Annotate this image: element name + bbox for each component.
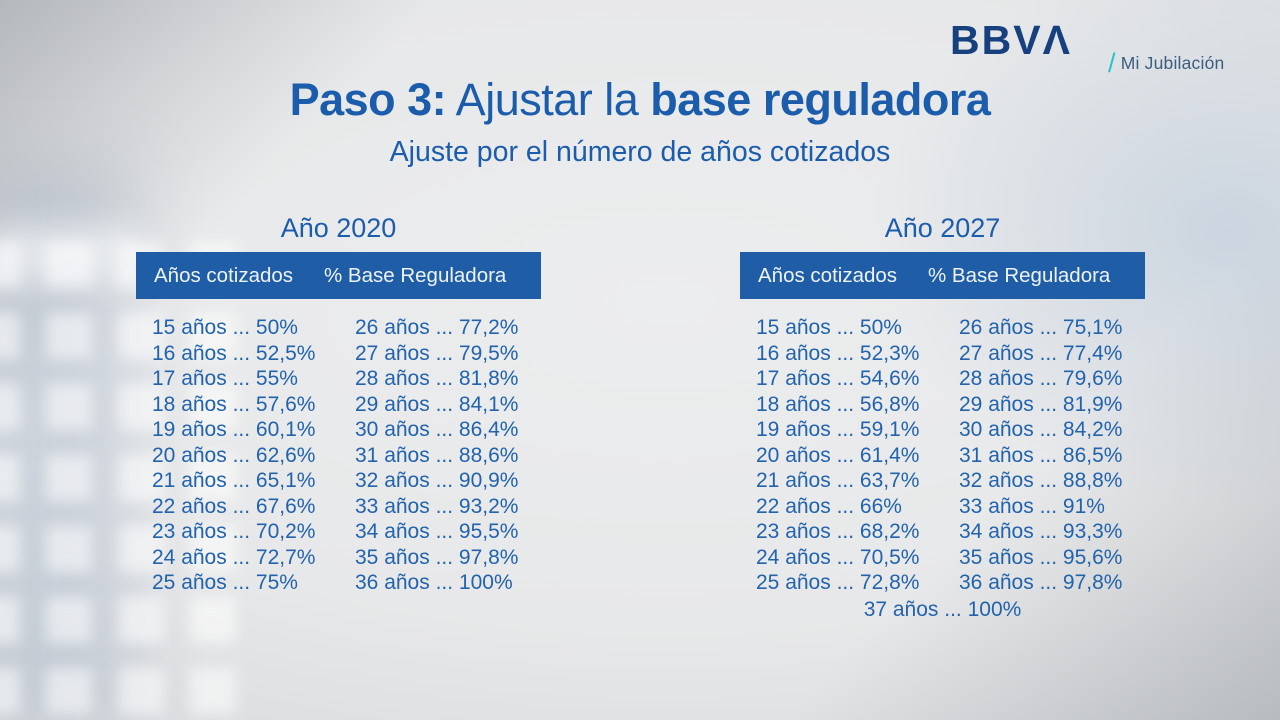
table-row: 17 años ... 55% <box>152 367 298 390</box>
table-row: 20 años ... 61,4% <box>756 443 920 467</box>
table-column-left: 15 años ... 50% 16 años ... 52,5% 17 años … <box>136 315 355 596</box>
title-step: Paso 3: <box>289 74 447 125</box>
mi-jubilacion-tagline: / Mi Jubilación <box>1108 50 1224 77</box>
table-row: 23 años ... 68,2% <box>756 520 920 543</box>
table-row: 19 años ... 60,1% <box>152 418 316 441</box>
table-row: 34 años ... 95,5% <box>355 520 519 543</box>
table-header: Años cotizados % Base Reguladora <box>740 252 1145 299</box>
column-header-base-reguladora: % Base Reguladora <box>324 263 507 287</box>
column-header-base-reguladora: % Base Reguladora <box>928 263 1111 287</box>
table-row: 22 años ... 67,6% <box>152 494 316 518</box>
table-row: 31 años ... 86,5% <box>959 443 1123 467</box>
table-row: 16 años ... 52,3% <box>756 341 920 365</box>
table-row: 20 años ... 62,6% <box>152 443 316 467</box>
table-row: 35 años ... 95,6% <box>959 545 1123 569</box>
table-row: 24 años ... 72,7% <box>152 545 316 569</box>
table-row: 26 años ... 75,1% <box>959 316 1123 339</box>
table-row: 15 años ... 50% <box>756 316 902 339</box>
table-row: 31 años ... 88,6% <box>355 443 519 467</box>
table-row: 33 años ... 93,2% <box>355 494 519 518</box>
table-row: 29 años ... 84,1% <box>355 392 519 416</box>
table-row: 30 años ... 86,4% <box>355 418 519 441</box>
table-row: 27 años ... 79,5% <box>355 341 519 365</box>
bbva-logo: BBVΛ <box>950 17 1072 63</box>
table-row: 26 años ... 77,2% <box>355 316 519 339</box>
table-row: 34 años ... 93,3% <box>959 520 1123 543</box>
table-row: 27 años ... 77,4% <box>959 341 1123 365</box>
table-row: 23 años ... 70,2% <box>152 520 316 543</box>
table-row: 25 años ... 72,8% <box>756 571 920 594</box>
table-row: 19 años ... 59,1% <box>756 418 920 441</box>
table-row: 33 años ... 91% <box>959 494 1105 518</box>
table-year-label: Año 2020 <box>280 213 397 243</box>
title-emphasis: base reguladora <box>650 74 991 125</box>
table-row: 21 años ... 63,7% <box>756 469 920 492</box>
slash-icon: / <box>1108 48 1116 78</box>
tagline-text: Mi Jubilación <box>1120 53 1225 73</box>
table-body: 15 años ... 50% 16 años ... 52,5% 17 años … <box>136 315 541 596</box>
table-row: 24 años ... 70,5% <box>756 545 920 569</box>
title-middle: Ajustar la <box>446 74 651 125</box>
table-year-label: Año 2027 <box>884 213 1001 243</box>
table-row: 36 años ... 100% <box>355 571 513 594</box>
table-row: 36 años ... 97,8% <box>959 571 1123 594</box>
page-title: Paso 3: Ajustar la base reguladora <box>0 74 1280 126</box>
table-row: 30 años ... 84,2% <box>959 418 1123 441</box>
table-header: Años cotizados % Base Reguladora <box>136 252 541 299</box>
table-column-right: 26 años ... 77,2% 27 años ... 79,5% 28 año… <box>355 315 541 596</box>
page-subtitle: Ajuste por el número de años cotizados <box>389 136 891 168</box>
table-row: 15 años ... 50% <box>152 316 298 339</box>
column-header-anos-cotizados: Años cotizados <box>758 263 898 287</box>
table-2027: Año 2027 Años cotizados % Base Regulador… <box>740 211 1145 622</box>
table-body: 15 años ... 50% 16 años ... 52,3% 17 años … <box>740 315 1145 596</box>
column-header-anos-cotizados: Años cotizados <box>154 263 294 287</box>
table-row: 17 años ... 54,6% <box>756 367 920 390</box>
table-column-right: 26 años ... 75,1% 27 años ... 77,4% 28 año… <box>959 315 1145 596</box>
table-row: 25 años ... 75% <box>152 571 298 594</box>
table-row: 22 años ... 66% <box>756 494 902 518</box>
table-row: 32 años ... 88,8% <box>959 469 1123 492</box>
table-row: 35 años ... 97,8% <box>355 545 519 569</box>
table-row: 18 años ... 57,6% <box>152 392 316 416</box>
table-row: 32 años ... 90,9% <box>355 469 519 492</box>
table-row: 28 años ... 81,8% <box>355 367 519 390</box>
table-row: 29 años ... 81,9% <box>959 392 1123 416</box>
table-row: 16 años ... 52,5% <box>152 341 316 365</box>
table-column-left: 15 años ... 50% 16 años ... 52,3% 17 años … <box>740 315 959 596</box>
table-row: 28 años ... 79,6% <box>959 367 1123 390</box>
table-2020: Año 2020 Años cotizados % Base Regulador… <box>136 211 541 596</box>
table-footer-row: 37 años ... 100% <box>863 597 1022 621</box>
table-row: 18 años ... 56,8% <box>756 392 920 416</box>
table-row: 21 años ... 65,1% <box>152 469 316 492</box>
